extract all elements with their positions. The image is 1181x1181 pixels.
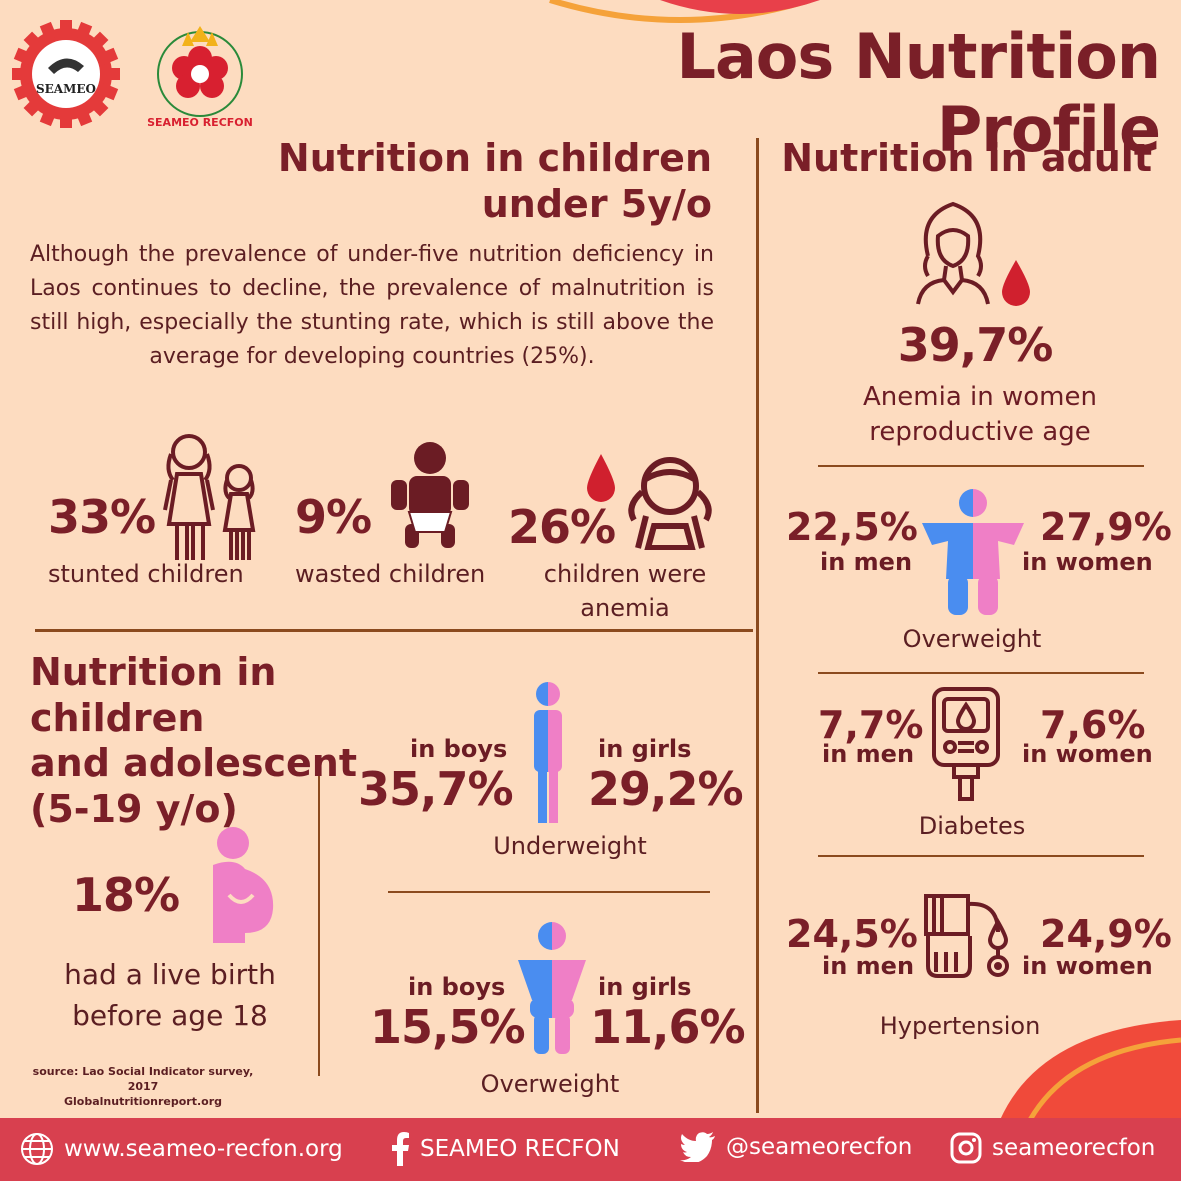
stunted-value: 33%: [48, 490, 156, 544]
under5-heading: Nutrition in children under 5y/o: [240, 136, 712, 227]
footer-instagram-text: seameorecfon: [992, 1135, 1156, 1161]
diabetes-label: Diabetes: [918, 812, 1026, 840]
live-birth-value: 18%: [72, 868, 180, 922]
footer-instagram[interactable]: seameorecfon: [950, 1132, 1155, 1164]
hypertension-men-label: in men: [822, 952, 915, 980]
anemia-children-label: children were anemia: [525, 558, 725, 625]
source-note-line1: source: Lao Social Indicator survey, 201…: [32, 1065, 254, 1093]
blood-drop-icon: [587, 454, 615, 502]
adult-overweight-label: Overweight: [902, 625, 1042, 653]
overweight-boys-label: in boys: [408, 973, 506, 1001]
source-note: source: Lao Social Indicator survey, 201…: [18, 1065, 268, 1110]
adult-heading: Nutrition in adult: [781, 136, 1152, 180]
stunted-label: stunted children: [48, 560, 244, 588]
footer-website-text: www.seameo-recfon.org: [64, 1136, 343, 1162]
blood-pressure-icon: [924, 894, 1009, 978]
hypertension-men-value: 24,5%: [786, 912, 918, 956]
recfon-logo: SEAMEO RECFON: [130, 18, 270, 130]
pregnant-woman-icon: [213, 827, 274, 943]
adult-overweight-women-value: 27,9%: [1040, 505, 1172, 549]
adult-anemia-value: 39,7%: [897, 318, 1054, 372]
underweight-boys-label: in boys: [410, 735, 508, 763]
overweight-boys-value: 15,5%: [370, 1000, 526, 1054]
child-girl-icon: [628, 457, 712, 550]
globe-icon: [21, 1133, 53, 1165]
adolescent-heading: Nutrition in children and adolescent (5-…: [30, 650, 450, 832]
adult-anemia-label-line1: Anemia in women: [863, 382, 1097, 412]
underweight-label: Underweight: [493, 832, 647, 860]
divider-under5: [35, 629, 753, 632]
adult-anemia-label-line2: reproductive age: [869, 417, 1091, 448]
adult-blood-drop-icon: [1002, 260, 1030, 306]
divider-adult-2: [818, 672, 1144, 674]
adult-overweight-men-label: in men: [820, 548, 913, 576]
diabetes-women-value: 7,6%: [1040, 703, 1146, 747]
woman-icon: [916, 201, 990, 305]
adolescent-heading-line2: and adolescent: [30, 741, 358, 786]
underweight-boys-value: 35,7%: [358, 762, 514, 816]
footer-facebook-text: SEAMEO RECFON: [420, 1136, 620, 1162]
twitter-icon: [680, 1132, 715, 1162]
wasted-value: 9%: [295, 490, 372, 544]
adolescent-heading-line1: Nutrition in children: [30, 650, 277, 740]
page-title: Laos Nutrition Profile: [676, 20, 1161, 166]
under5-paragraph: Although the prevalence of under-five nu…: [30, 242, 714, 370]
overweight-girls-value: 11,6%: [590, 1000, 746, 1054]
divider-adult-3: [818, 855, 1144, 857]
wasted-label: wasted children: [295, 560, 486, 588]
decor-blob-bottom: [1000, 1020, 1181, 1120]
instagram-icon: [950, 1132, 982, 1164]
footer-bar: www.seameo-recfon.org SEAMEO RECFON @sea…: [0, 1118, 1181, 1181]
live-birth-label: had a live birth before age 18: [40, 955, 300, 1036]
diabetes-men-label: in men: [822, 740, 915, 768]
hypertension-women-label: in women: [1022, 952, 1153, 980]
hypertension-women-value: 24,9%: [1040, 912, 1172, 956]
footer-twitter[interactable]: @seameorecfon: [680, 1132, 912, 1162]
decor-blob-top: [549, 0, 820, 23]
source-note-line2: Globalnutritionreport.org: [64, 1094, 222, 1108]
overweight-adult-icon: [922, 489, 1024, 615]
live-birth-label-line1: had a live birth: [64, 958, 276, 991]
footer-website[interactable]: www.seameo-recfon.org: [20, 1132, 343, 1166]
anemia-children-value: 26%: [508, 500, 616, 554]
divider-adolescent-vertical: [318, 758, 320, 1076]
diabetes-men-value: 7,7%: [818, 703, 924, 747]
divider-adult-1: [818, 465, 1144, 467]
overweight-girls-label: in girls: [598, 973, 692, 1001]
divider-adolescent-horizontal: [388, 891, 710, 893]
stunted-children-icon: [163, 434, 256, 560]
live-birth-label-line2: before age 18: [72, 998, 268, 1032]
adult-anemia-label: Anemia in women reproductive age: [820, 380, 1140, 450]
underweight-girls-label: in girls: [598, 735, 692, 763]
adult-overweight-women-label: in women: [1022, 548, 1153, 576]
overweight-youth-icon: [518, 922, 586, 1054]
footer-twitter-text: @seameorecfon: [726, 1134, 913, 1160]
diabetes-women-label: in women: [1022, 740, 1153, 768]
seameo-logo: SEAMEO: [12, 20, 120, 128]
anemia-children-label-line2: anemia: [580, 593, 670, 622]
adult-overweight-men-value: 22,5%: [786, 505, 918, 549]
recfon-logo-text: SEAMEO RECFON: [147, 116, 253, 129]
baby-icon: [391, 442, 469, 548]
seameo-logo-text: SEAMEO: [35, 82, 96, 96]
adolescent-heading-line3: (5-19 y/o): [30, 786, 238, 831]
facebook-icon: [392, 1132, 409, 1166]
underweight-person-icon: [534, 682, 562, 823]
under5-heading-line1: Nutrition in children: [277, 136, 712, 180]
divider-vertical-main: [756, 138, 759, 1113]
glucose-meter-icon: [932, 687, 1000, 801]
footer-facebook[interactable]: SEAMEO RECFON: [390, 1132, 620, 1166]
adolescent-overweight-label: Overweight: [480, 1070, 620, 1098]
anemia-children-label-line1: children were: [543, 560, 707, 588]
under5-heading-line2: under 5y/o: [481, 181, 712, 226]
hypertension-label: Hypertension: [879, 1012, 1041, 1040]
underweight-girls-value: 29,2%: [588, 762, 744, 816]
